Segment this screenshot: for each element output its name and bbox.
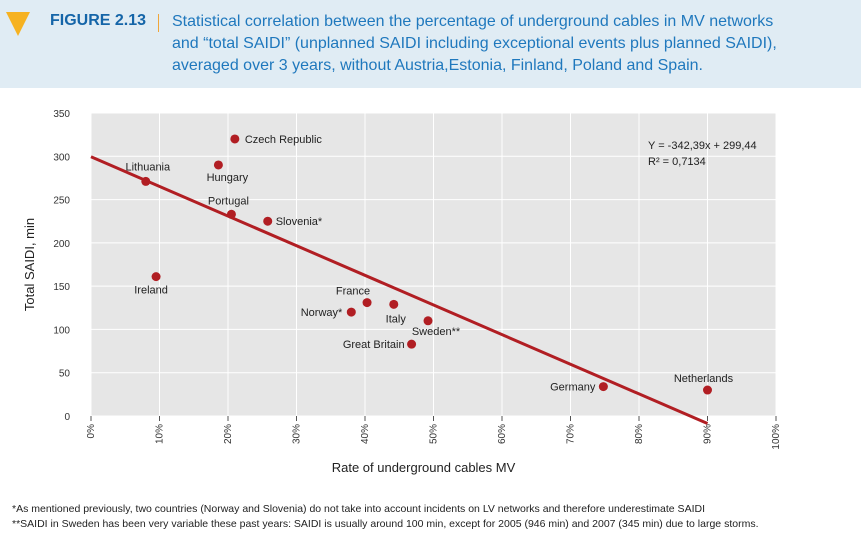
figure-label: FIGURE 2.13 [50,12,147,29]
point-label: Portugal [208,195,249,207]
data-point [213,160,223,170]
point-label: Slovenia* [276,216,323,228]
data-point [362,298,372,308]
point-label: Italy [386,313,407,325]
data-point [703,385,712,395]
point-label: Germany [550,382,596,394]
data-point [230,134,240,144]
caption-line: Statistical correlation between the perc… [172,13,774,30]
point-label: Norway* [301,307,343,319]
figure-header: FIGURE 2.13 Statistical correlation betw… [0,0,861,88]
point-label: Great Britain [343,339,405,351]
y-tick-label: 350 [53,109,70,120]
y-tick-label: 100 [53,325,70,336]
footnote: **SAIDI in Sweden has been very variable… [12,518,759,530]
footnote: *As mentioned previously, two countries … [12,503,705,515]
x-tick-label: 0% [86,424,97,439]
data-point [151,272,161,282]
x-tick-label: 50% [429,424,440,444]
x-axis-ticks: 0% 10% 20% 30% 40% 50% 60% 70% 80% 90% 100% [86,416,782,450]
x-axis-label: Rate of underground cables MV [332,460,516,475]
y-axis-ticks: 0 50 100 150 200 250 300 350 [53,109,70,423]
y-tick-label: 150 [53,282,70,293]
grid-lines [90,112,777,417]
scatter-chart: 0 50 100 150 200 250 300 350 0% 10% 20% 30% 40% 50% 6… [22,109,782,475]
data-point [141,176,151,186]
caption-line: averaged over 3 years, without Austria,E… [172,57,703,74]
figure-caption: Statistical correlation between the perc… [172,11,858,77]
point-labels: Czech Republic Hungary Lithuania Portugal Sl… [125,134,733,394]
corner-triangle-icon [6,12,30,36]
x-tick-label: 20% [223,424,234,444]
x-tick-label: 80% [634,424,645,444]
data-points [141,134,712,395]
header-divider [158,14,159,32]
y-axis-label: Total SAIDI, min [22,218,37,311]
x-tick-label: 90% [703,424,714,444]
data-point [423,316,433,326]
point-label: Czech Republic [245,134,323,146]
data-point [407,339,417,349]
x-tick-label: 40% [360,424,371,444]
point-label: Sweden** [412,326,461,338]
y-tick-label: 200 [53,239,70,250]
data-point [263,216,273,226]
data-point [226,209,236,219]
data-point [389,299,399,309]
data-point [598,382,608,392]
point-label: Ireland [134,285,168,297]
x-tick-label: 10% [155,424,166,444]
x-tick-label: 30% [292,424,303,444]
data-point [346,307,356,317]
trend-line [90,155,709,425]
x-tick-label: 60% [497,424,508,444]
point-label: France [336,286,370,298]
x-tick-label: 100% [771,424,782,450]
caption-line: and “total SAIDI” (unplanned SAIDI inclu… [172,35,777,52]
regression-equation: Y = -342,39x + 299,44 [648,140,757,152]
point-label: Netherlands [674,373,734,385]
point-label: Hungary [207,172,249,184]
x-tick-label: 70% [566,424,577,444]
y-tick-label: 50 [59,369,71,380]
r-squared: R² = 0,7134 [648,156,706,168]
y-tick-label: 300 [53,152,70,163]
point-label: Lithuania [125,161,171,173]
y-tick-label: 0 [64,412,70,423]
y-tick-label: 250 [53,196,70,207]
